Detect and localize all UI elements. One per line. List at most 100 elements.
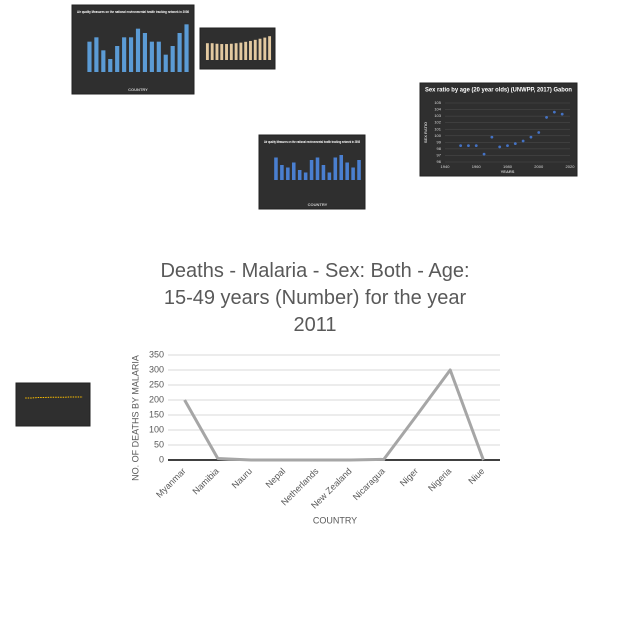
- bar: [249, 40, 252, 60]
- y-tick-label: 0: [159, 454, 164, 464]
- bar: [229, 43, 233, 60]
- y-tick-label: 100: [149, 424, 164, 434]
- bar: [351, 167, 355, 180]
- x-tick-label: Niue: [466, 466, 486, 486]
- x-axis-title: COUNTRY: [308, 202, 328, 207]
- bar: [163, 54, 168, 72]
- y-tick-label: 98: [437, 146, 442, 151]
- x-axis-title: COUNTRY: [313, 515, 357, 525]
- point: [474, 144, 478, 148]
- bar: [239, 42, 243, 60]
- bar: [315, 157, 320, 180]
- bar: [122, 37, 127, 72]
- point: [560, 112, 564, 116]
- point: [552, 110, 556, 114]
- line: [25, 396, 83, 399]
- y-axis-title: NO. OF DEATHS BY MALARIA: [130, 355, 140, 481]
- y-tick-label: 350: [149, 349, 164, 359]
- y-tick-label: 200: [149, 394, 164, 404]
- y-axis-title: SEX RATIO: [423, 122, 428, 143]
- bar: [210, 43, 214, 60]
- bar: [234, 43, 238, 60]
- x-tick-label: Nigeria: [426, 466, 453, 493]
- point: [467, 144, 470, 148]
- y-tick-label: 100: [434, 133, 441, 138]
- bar: [205, 43, 209, 60]
- x-tick-label: Nepal: [264, 466, 288, 490]
- bar: [258, 38, 262, 60]
- bar: [142, 33, 148, 72]
- title-box: Deaths - Malaria - Sex: Both - Age: 15-4…: [160, 260, 470, 336]
- bar: [321, 165, 326, 180]
- bar: [220, 44, 224, 60]
- x-axis-title: COUNTRY: [128, 87, 148, 92]
- y-tick-label: 50: [154, 439, 164, 449]
- thumbnail-background: [419, 82, 578, 177]
- x-tick-label: Nicaragua: [351, 466, 387, 502]
- bar: [244, 41, 248, 60]
- bar: [357, 160, 361, 180]
- bar: [108, 59, 113, 72]
- bar: [274, 157, 278, 180]
- y-tick-label: 300: [149, 364, 164, 374]
- point: [529, 135, 533, 139]
- bar: [297, 170, 302, 180]
- x-tick-label: 1940: [441, 164, 451, 169]
- bar: [280, 165, 284, 180]
- y-tick-label: 97: [437, 153, 442, 158]
- x-axis-title: YEARS: [501, 169, 515, 174]
- y-tick-label: 102: [434, 120, 441, 125]
- bar: [94, 37, 99, 72]
- bar: [177, 33, 182, 72]
- point: [537, 131, 541, 134]
- y-tick-label: 250: [149, 379, 164, 389]
- x-tick-label: Niger: [398, 466, 420, 488]
- bar: [184, 24, 189, 72]
- bar: [268, 36, 272, 60]
- bar: [149, 41, 154, 72]
- bar: [170, 46, 175, 72]
- bar: [339, 155, 344, 180]
- thumbnail-title: Air quality Measures on the national env…: [77, 10, 189, 14]
- thumbnail-background: [15, 382, 91, 427]
- bar: [263, 37, 267, 60]
- y-tick-label: 96: [437, 159, 442, 164]
- x-tick-label: Namibia: [190, 466, 220, 496]
- bar: [115, 46, 120, 72]
- bar: [87, 41, 92, 72]
- bar: [215, 43, 219, 60]
- point: [521, 139, 525, 143]
- x-tick-label: Myanmar: [154, 466, 188, 500]
- bar: [135, 28, 141, 73]
- point: [545, 116, 548, 119]
- x-tick-label: 2020: [566, 164, 576, 169]
- bar: [286, 167, 290, 180]
- y-tick-label: 101: [434, 126, 441, 131]
- point: [459, 144, 463, 148]
- point: [506, 144, 509, 148]
- bar: [291, 162, 296, 180]
- bar: [128, 37, 134, 72]
- bar: [333, 157, 338, 180]
- line: [183, 368, 485, 462]
- point: [513, 142, 517, 146]
- bar: [253, 39, 257, 60]
- point: [482, 152, 486, 156]
- bar: [303, 172, 308, 180]
- y-tick-label: 99: [437, 139, 442, 144]
- point: [490, 135, 494, 139]
- bar: [225, 44, 228, 60]
- bar: [101, 50, 106, 72]
- bar: [327, 172, 332, 180]
- x-tick-label: 1960: [472, 164, 482, 169]
- y-tick-label: 103: [434, 113, 441, 118]
- y-tick-label: 105: [434, 100, 441, 105]
- x-tick-label: Nauru: [230, 466, 254, 490]
- bar: [309, 160, 314, 180]
- y-tick-label: 104: [434, 107, 441, 112]
- y-tick-label: 150: [149, 409, 164, 419]
- chart-title: Deaths - Malaria - Sex: Both - Age: 15-4…: [160, 260, 470, 336]
- x-tick-label: 1980: [503, 164, 513, 169]
